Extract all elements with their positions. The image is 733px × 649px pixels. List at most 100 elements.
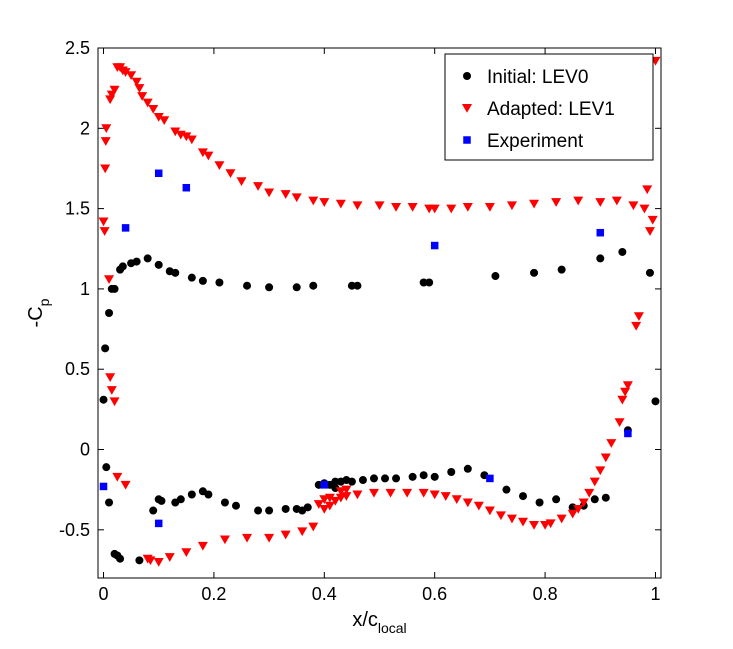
point-initial-lev0 — [519, 492, 528, 501]
point-initial-lev0 — [105, 498, 114, 507]
point-adapted-lev1 — [308, 522, 319, 532]
point-initial-lev0 — [143, 254, 152, 263]
point-initial-lev0 — [118, 262, 127, 271]
point-adapted-lev1 — [551, 198, 562, 207]
y-tick-label: 0.5 — [65, 359, 90, 379]
point-adapted-lev1 — [197, 541, 208, 551]
point-experiment — [486, 474, 494, 483]
point-initial-lev0 — [303, 503, 312, 512]
point-adapted-lev1 — [352, 201, 363, 211]
point-adapted-lev1 — [100, 137, 111, 146]
point-adapted-lev1 — [462, 498, 473, 508]
point-adapted-lev1 — [385, 488, 396, 498]
point-initial-lev0 — [149, 506, 158, 515]
point-adapted-lev1 — [253, 182, 264, 191]
point-adapted-lev1 — [418, 488, 429, 498]
x-tick-label: 0.4 — [312, 584, 337, 604]
point-adapted-lev1 — [540, 521, 551, 530]
point-adapted-lev1 — [628, 201, 639, 211]
point-initial-lev0 — [99, 395, 108, 404]
point-adapted-lev1 — [131, 77, 142, 87]
point-initial-lev0 — [596, 254, 605, 263]
point-adapted-lev1 — [617, 395, 628, 405]
point-adapted-lev1 — [297, 527, 308, 537]
point-adapted-lev1 — [440, 492, 451, 501]
x-tick-label: 0.2 — [201, 584, 226, 604]
point-initial-lev0 — [231, 501, 240, 510]
point-adapted-lev1 — [644, 227, 655, 236]
legend: Initial: LEV0 Adapted: LEV1 Experiment — [444, 53, 654, 161]
point-adapted-lev1 — [578, 498, 589, 508]
point-adapted-lev1 — [620, 387, 631, 397]
point-adapted-lev1 — [170, 127, 181, 137]
point-adapted-lev1 — [647, 215, 658, 225]
point-initial-lev0 — [101, 344, 110, 353]
point-adapted-lev1 — [109, 85, 120, 95]
point-initial-lev0 — [491, 272, 500, 281]
point-adapted-lev1 — [319, 495, 330, 505]
point-adapted-lev1 — [308, 196, 319, 206]
point-adapted-lev1 — [106, 386, 117, 395]
point-adapted-lev1 — [142, 554, 153, 564]
point-initial-lev0 — [157, 496, 166, 505]
point-adapted-lev1 — [335, 493, 346, 503]
point-initial-lev0 — [331, 484, 340, 493]
point-adapted-lev1 — [225, 169, 236, 179]
point-adapted-lev1 — [153, 113, 164, 122]
point-initial-lev0 — [557, 265, 566, 274]
point-initial-lev0 — [102, 463, 111, 472]
point-initial-lev0 — [347, 477, 356, 486]
point-adapted-lev1 — [639, 204, 650, 214]
point-initial-lev0 — [601, 493, 610, 502]
point-experiment — [154, 169, 163, 178]
point-initial-lev0 — [171, 268, 180, 277]
point-adapted-lev1 — [391, 203, 402, 212]
point-adapted-lev1 — [462, 203, 473, 212]
point-adapted-lev1 — [242, 533, 253, 543]
point-initial-lev0 — [265, 506, 274, 515]
point-adapted-lev1 — [529, 521, 540, 530]
point-adapted-lev1 — [101, 124, 112, 134]
point-adapted-lev1 — [214, 161, 225, 170]
point-adapted-lev1 — [236, 177, 247, 187]
point-experiment — [624, 429, 632, 438]
point-adapted-lev1 — [319, 198, 330, 207]
point-adapted-lev1 — [352, 490, 363, 500]
point-adapted-lev1 — [374, 201, 385, 211]
point-adapted-lev1 — [330, 496, 341, 506]
point-adapted-lev1 — [335, 487, 346, 497]
point-initial-lev0 — [187, 273, 196, 282]
point-adapted-lev1 — [164, 553, 175, 562]
point-initial-lev0 — [651, 397, 660, 406]
point-initial-lev0 — [535, 498, 544, 507]
point-adapted-lev1 — [181, 548, 192, 558]
point-adapted-lev1 — [120, 68, 131, 77]
point-adapted-lev1 — [451, 495, 462, 505]
point-adapted-lev1 — [495, 511, 506, 521]
point-experiment — [99, 482, 108, 491]
y-axis-label: -Cp — [25, 298, 52, 327]
legend-entry-experiment: Experiment — [487, 131, 584, 152]
y-tick-label: 2 — [80, 118, 90, 138]
point-experiment — [430, 241, 439, 250]
axis-ticks: 0 0.2 0.4 0.6 0.8 1 -0.5 0 0.5 1 1.5 2 2.5 — [59, 38, 661, 604]
point-adapted-lev1 — [203, 151, 214, 161]
point-adapted-lev1 — [280, 190, 291, 199]
point-experiment — [596, 228, 605, 237]
point-adapted-lev1 — [112, 472, 123, 482]
point-adapted-lev1 — [484, 203, 495, 212]
x-tick-label: 0.6 — [422, 584, 447, 604]
point-adapted-lev1 — [142, 98, 153, 108]
point-initial-lev0 — [292, 283, 301, 292]
point-adapted-lev1 — [264, 188, 275, 198]
point-adapted-lev1 — [506, 514, 517, 524]
point-adapted-lev1 — [622, 381, 633, 391]
point-adapted-lev1 — [606, 439, 617, 448]
point-adapted-lev1 — [614, 418, 625, 427]
x-tick-label: 1 — [650, 584, 660, 604]
point-initial-lev0 — [220, 498, 229, 507]
point-initial-lev0 — [254, 506, 263, 515]
y-tick-label: 1 — [80, 279, 90, 299]
point-adapted-lev1 — [159, 116, 170, 126]
point-initial-lev0 — [552, 495, 561, 504]
